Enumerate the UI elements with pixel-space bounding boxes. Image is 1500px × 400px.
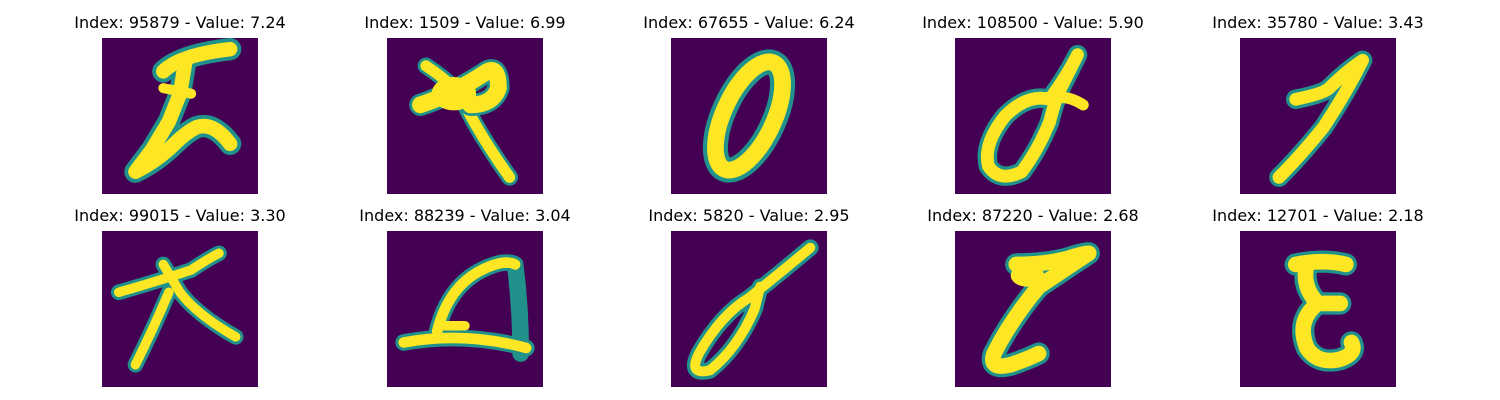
handwritten-digit-3-icon [1240,231,1396,387]
handwritten-character-icon [102,231,258,387]
panel-title: Index: 12701 - Value: 2.18 [1212,206,1424,225]
panel-title: Index: 5820 - Value: 2.95 [648,206,850,225]
handwritten-digit-0-icon [671,38,827,194]
handwritten-digit-4-icon [387,231,543,387]
panel-title: Index: 95879 - Value: 7.24 [74,13,286,32]
panel-title: Index: 35780 - Value: 3.43 [1212,13,1424,32]
handwritten-digit-0-icon [955,38,1111,194]
handwritten-digit-7-icon [1240,38,1396,194]
handwritten-digit-2-icon [102,38,258,194]
panel-title: Index: 87220 - Value: 2.68 [927,206,1139,225]
panel-title: Index: 99015 - Value: 3.30 [74,206,286,225]
panel-title: Index: 1509 - Value: 6.99 [364,13,566,32]
handwritten-cross-icon [387,38,543,194]
panel-title: Index: 67655 - Value: 6.24 [643,13,855,32]
handwritten-digit-7-icon [955,231,1111,387]
handwritten-digit-0-icon [671,231,827,387]
panel-title: Index: 108500 - Value: 5.90 [922,13,1144,32]
panel-title: Index: 88239 - Value: 3.04 [359,206,571,225]
